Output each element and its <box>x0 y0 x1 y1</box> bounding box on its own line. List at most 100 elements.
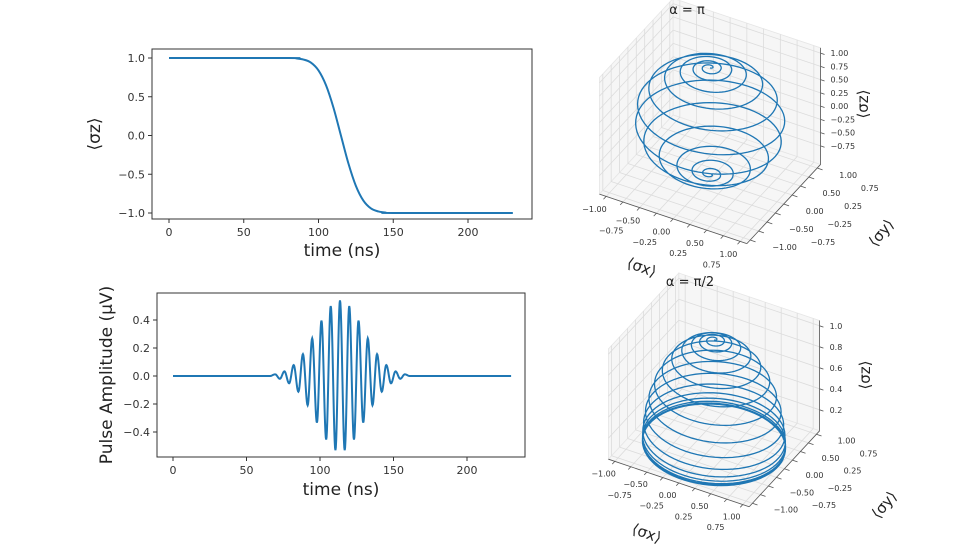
y-tick-label: 0.0 <box>128 130 146 143</box>
plot-title: α = π/2 <box>666 275 714 290</box>
y-tick-label: 0.50 <box>823 189 841 198</box>
y-tick-label: 0.4 <box>133 314 151 327</box>
x-tick <box>703 229 707 234</box>
z-tick <box>820 92 825 95</box>
x-tick-label: 0 <box>166 226 173 239</box>
z-tick <box>819 325 824 328</box>
z-tick-label: 0.8 <box>830 343 843 352</box>
y-tick-label: 0.0 <box>133 370 151 383</box>
y-tick <box>752 502 758 506</box>
z-tick-label: 0.00 <box>831 102 849 111</box>
y-tick-label: −1.00 <box>772 243 797 252</box>
x-tick-label: 0.75 <box>707 523 725 532</box>
x-tick <box>603 196 607 200</box>
x-tick <box>686 224 691 228</box>
y-tick <box>768 485 774 489</box>
y-axis-label: ⟨σz⟩ <box>85 118 105 151</box>
x-tick-label: −0.75 <box>607 491 632 500</box>
y-tick-label: −0.50 <box>789 225 814 234</box>
grid-line <box>673 56 821 107</box>
data-line <box>168 56 513 215</box>
x-axis-line <box>608 458 750 508</box>
x-tick-label: −1.00 <box>582 205 607 214</box>
x-tick-label: 150 <box>383 226 404 239</box>
x-tick <box>720 235 724 239</box>
z-tick <box>820 52 825 55</box>
y-tick-label: −0.25 <box>827 220 852 229</box>
y-tick-label: −0.75 <box>811 238 836 247</box>
x-axis-label: time (ns) <box>304 241 381 261</box>
grid-line <box>611 181 759 232</box>
axes-frame <box>151 48 533 220</box>
data-line <box>173 300 512 451</box>
x-tick <box>737 241 741 245</box>
grid-line <box>627 438 769 487</box>
y-tick-label: 1.0 <box>128 52 146 65</box>
y-tick-label: 0.25 <box>844 202 862 211</box>
y-tick <box>784 468 790 471</box>
y-tick-label: 0.00 <box>806 207 824 216</box>
grid-line <box>659 403 801 452</box>
y-tick <box>808 176 815 180</box>
grid-line <box>678 298 820 348</box>
y-tick <box>783 203 790 207</box>
z-tick-label: −0.75 <box>831 142 856 151</box>
x-tick <box>636 207 640 211</box>
grid-line <box>599 43 674 123</box>
grid-line <box>608 320 680 397</box>
x-tick-label: 0.50 <box>686 239 704 248</box>
y-tick-label: 0.00 <box>806 471 824 480</box>
grid-line <box>608 341 680 418</box>
z-tick-label: −0.25 <box>831 115 856 124</box>
y-tick <box>760 494 766 497</box>
z-tick-label: 0.25 <box>831 89 849 98</box>
y-tick-label: 0.50 <box>822 454 840 463</box>
grid-line <box>643 420 785 470</box>
x-axis-label: time (ns) <box>303 480 380 500</box>
z-tick <box>820 145 825 148</box>
plot-title: α = π <box>669 3 705 18</box>
y-tick <box>758 230 765 234</box>
grid-line <box>673 29 821 81</box>
x-tick <box>627 466 632 470</box>
x-tick <box>619 201 624 206</box>
grid-line <box>599 56 674 137</box>
z-tick <box>820 132 825 135</box>
x-tick <box>659 477 664 481</box>
y-tick-label: −0.5 <box>118 168 145 181</box>
x-tick <box>643 471 648 476</box>
grid-line <box>599 29 674 110</box>
grid-line <box>678 277 820 327</box>
grid-line <box>619 172 768 223</box>
x-tick <box>675 482 680 486</box>
z-tick-label: 0.6 <box>830 364 843 373</box>
grid-line <box>673 82 821 134</box>
x-tick <box>739 504 744 508</box>
z-tick-label: −0.50 <box>831 129 856 138</box>
y-tick <box>775 212 781 216</box>
x-tick-label: 0.50 <box>691 502 709 511</box>
x-tick-label: −1.00 <box>591 469 616 478</box>
x-tick-label: −0.25 <box>632 238 657 247</box>
y-tick <box>800 185 806 189</box>
y-axis-line <box>746 164 821 244</box>
y-tick <box>817 167 823 171</box>
x-tick-label: 0 <box>170 464 177 477</box>
x-tick <box>723 498 728 503</box>
z-axis-label: ⟨σz⟩ <box>856 360 874 389</box>
z-tick <box>819 409 824 412</box>
grid-line <box>673 16 821 67</box>
x-tick-label: −0.50 <box>623 480 648 489</box>
grid-line <box>599 3 674 84</box>
grid-line <box>599 16 674 97</box>
z-tick <box>819 346 824 349</box>
y-tick <box>791 194 798 198</box>
y-axis-label: ⟨σy⟩ <box>865 215 898 250</box>
y-tick-label: 0.25 <box>844 467 862 476</box>
grid-line <box>669 118 818 169</box>
x-tick-label: 0.25 <box>675 512 693 521</box>
trajectory-line <box>641 331 787 487</box>
y-axis-label: Pulse Amplitude (μV) <box>97 286 117 464</box>
x-tick-label: 150 <box>383 464 404 477</box>
